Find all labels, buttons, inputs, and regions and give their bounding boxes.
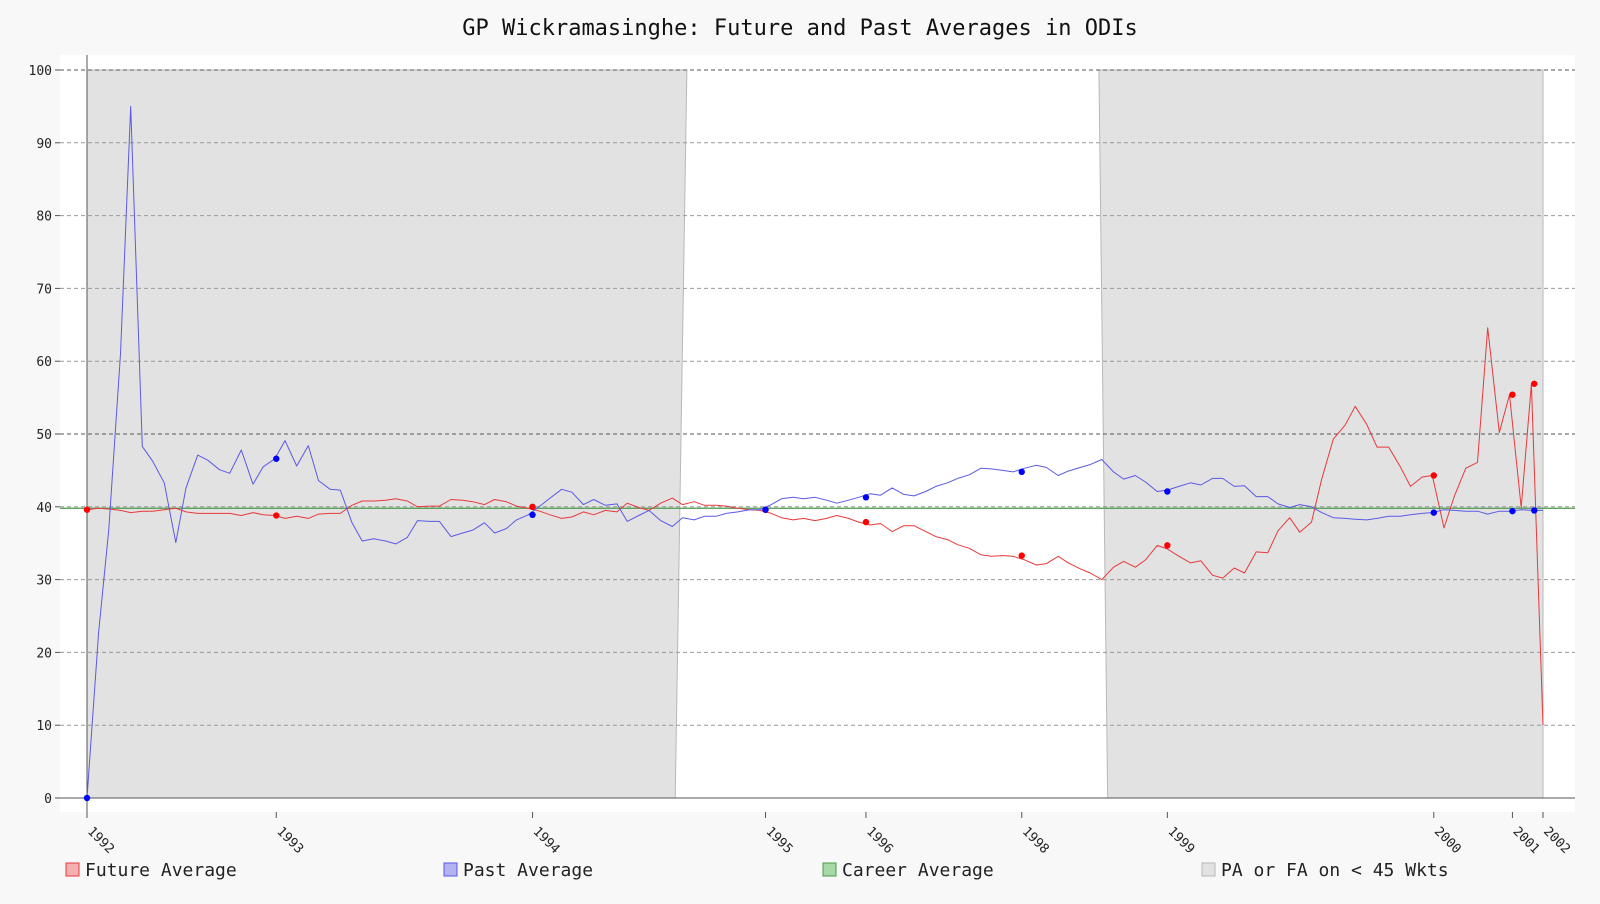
legend-swatch-shade — [1201, 862, 1216, 877]
legend-label-future: Future Average — [85, 860, 237, 881]
future-marker — [1430, 472, 1438, 479]
past-marker — [1531, 507, 1538, 514]
y-tick-label: 0 — [44, 792, 52, 807]
legend: Future Average Past Average Career Average… — [65, 860, 1449, 881]
legend-label-career: Career Average — [842, 860, 994, 881]
shaded-region-1 — [86, 69, 688, 799]
y-tick-label: 40 — [36, 501, 52, 516]
past-marker — [1164, 488, 1171, 495]
y-tick-label: 90 — [36, 137, 52, 152]
past-marker — [1509, 507, 1516, 515]
future-marker — [1531, 380, 1538, 387]
chart-title: GP Wickramasinghe: Future and Past Avera… — [462, 16, 1138, 41]
past-marker — [529, 511, 536, 519]
legend-label-past: Past Average — [463, 860, 593, 881]
future-marker — [1018, 552, 1025, 559]
future-marker — [273, 512, 280, 519]
past-marker — [1018, 468, 1025, 476]
y-tick-label: 100 — [29, 64, 52, 79]
future-marker — [1509, 391, 1516, 398]
y-tick-label: 10 — [36, 719, 52, 734]
legend-swatch-future — [65, 862, 80, 877]
past-marker — [273, 455, 280, 462]
y-tick-label: 30 — [36, 574, 52, 589]
legend-label-shade: PA or FA on < 45 Wkts — [1221, 860, 1449, 881]
past-marker — [762, 506, 769, 513]
y-tick-label: 80 — [36, 210, 52, 225]
y-tick-label: 70 — [36, 282, 52, 297]
past-marker — [1430, 509, 1438, 516]
future-marker — [1164, 542, 1171, 549]
past-average-line — [86, 105, 1543, 799]
y-tick-label: 20 — [36, 646, 52, 661]
future-marker — [862, 518, 870, 526]
y-tick-label: 50 — [36, 428, 52, 443]
future-average-line — [86, 327, 1544, 726]
legend-swatch-past — [443, 862, 458, 877]
future-marker — [529, 503, 536, 510]
future-marker — [83, 506, 91, 513]
y-tick-label: 60 — [36, 355, 52, 370]
past-marker — [83, 794, 91, 802]
legend-swatch-career — [822, 862, 837, 877]
past-marker — [862, 494, 870, 501]
